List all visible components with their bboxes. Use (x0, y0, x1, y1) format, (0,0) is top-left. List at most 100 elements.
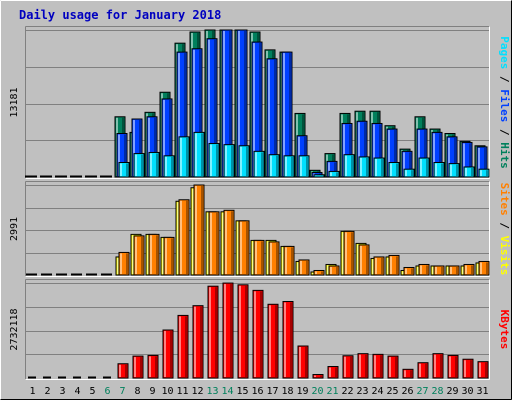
pages-bar-day-9 (148, 151, 160, 178)
kbytes-bar-day-13 (207, 285, 219, 379)
kbytes-bar-day-31 (477, 361, 489, 379)
sites-bar-day-30 (463, 263, 475, 276)
sites-bar-day-12 (193, 184, 205, 276)
sites-bar-day-25 (388, 254, 400, 276)
hits-legend-part-0: Pages (498, 36, 511, 69)
kbytes-bar-day-10 (162, 329, 174, 379)
x-tick-label-16: 16 (251, 386, 263, 397)
kbytes-bar-day-26 (402, 368, 414, 379)
kbytes-bar-day-23 (357, 353, 369, 379)
sites-bar-day-17 (268, 241, 280, 276)
kbytes-bar-day-30 (462, 358, 474, 379)
pages-bar-day-14 (223, 144, 235, 178)
x-tick-label-7: 7 (119, 386, 125, 397)
pages-bar-day-22 (343, 154, 355, 178)
x-tick-label-2: 2 (44, 386, 50, 397)
panel-kbytes: 2732118 KBytes (9, 279, 511, 380)
sites-bar-day-18 (283, 245, 295, 276)
kbytes-bar-day-14 (222, 282, 234, 379)
pages-bar-day-21 (328, 170, 340, 178)
series-kbytes (28, 282, 489, 379)
pages-bar-day-20 (313, 174, 325, 178)
pages-bar-day-25 (388, 162, 400, 178)
sites-bar-day-19 (298, 259, 310, 276)
kbytes-bar-day-25 (387, 355, 399, 379)
hits-legend-part-3: / (498, 122, 511, 142)
x-tick-label-12: 12 (191, 386, 203, 397)
sites-bar-day-8 (133, 235, 145, 276)
x-tick-label-14: 14 (221, 386, 233, 397)
hits-legend-part-2: Files (498, 89, 511, 122)
kbytes-bar-day-18 (282, 301, 294, 379)
kbytes-bar-day-11 (177, 314, 189, 379)
sites-bar-day-20 (313, 269, 325, 276)
pages-bar-day-24 (373, 157, 385, 178)
x-tick-label-30: 30 (461, 386, 473, 397)
kbytes-bar-day-9 (147, 354, 159, 379)
series-files (27, 29, 488, 178)
x-tick-label-5: 5 (89, 386, 95, 397)
series-sites (29, 184, 490, 276)
kbytes-bar-day-17 (267, 303, 279, 379)
x-tick-label-20: 20 (311, 386, 323, 397)
hits-legend-part-4: Hits (498, 142, 511, 169)
sites-bar-day-21 (328, 265, 340, 276)
panel-hits: 13181 Pages / Files / Hits (9, 26, 511, 179)
x-tick-label-11: 11 (176, 386, 188, 397)
x-tick-label-23: 23 (356, 386, 368, 397)
sites-bar-day-29 (448, 265, 460, 276)
x-tick-labels: 1 2 3 4 5 6 7 8 9 10 11 12 13 14 15 16 17 18 19 20 21 22 23 24 2… (29, 386, 488, 397)
kbytes-legend-part-0: KBytes (498, 310, 511, 350)
pages-bar-day-18 (283, 155, 295, 178)
sites-bar-day-24 (373, 256, 385, 276)
pages-bar-day-7 (118, 162, 130, 178)
x-tick-label-17: 17 (266, 386, 278, 397)
sites-bar-day-7 (118, 251, 130, 276)
pages-bar-day-17 (268, 154, 280, 178)
kbytes-bar-day-12 (192, 305, 204, 379)
x-tick-label-10: 10 (161, 386, 173, 397)
x-tick-label-25: 25 (386, 386, 398, 397)
x-tick-label-15: 15 (236, 386, 248, 397)
x-tick-label-4: 4 (74, 386, 80, 397)
kbytes-bar-day-27 (417, 362, 429, 379)
sites-bar-day-22 (343, 230, 355, 276)
kbytes-legend: KBytes (498, 310, 511, 350)
visits-legend-part-2: Visits (498, 236, 511, 276)
x-tick-label-28: 28 (431, 386, 443, 397)
hits-legend-part-1: / (498, 69, 511, 89)
pages-bar-day-8 (133, 153, 145, 178)
x-tick-label-29: 29 (446, 386, 458, 397)
x-tick-label-8: 8 (134, 386, 140, 397)
pages-bar-day-19 (298, 155, 310, 178)
x-tick-label-3: 3 (59, 386, 65, 397)
kbytes-bar-day-24 (372, 353, 384, 379)
kbytes-scale-label: 2732118 (9, 308, 20, 350)
sites-bar-day-16 (253, 239, 265, 276)
kbytes-bar-day-28 (432, 353, 444, 379)
pages-bar-day-23 (358, 156, 370, 178)
x-tick-label-26: 26 (401, 386, 413, 397)
sites-bar-day-27 (418, 263, 430, 276)
x-tick-label-19: 19 (296, 386, 308, 397)
hits-scale-label: 13181 (9, 87, 20, 117)
kbytes-bar-day-7 (117, 363, 129, 379)
sites-bar-day-26 (403, 266, 415, 276)
sites-bar-day-28 (433, 265, 445, 276)
x-tick-label-18: 18 (281, 386, 293, 397)
pages-bar-day-31 (478, 168, 490, 178)
pages-bar-day-16 (253, 150, 265, 178)
kbytes-bar-day-20 (312, 374, 324, 379)
x-tick-label-6: 6 (104, 386, 110, 397)
visits-legend: Sites / Visits (498, 183, 511, 276)
pages-bar-day-26 (403, 168, 415, 178)
x-tick-label-27: 27 (416, 386, 428, 397)
pages-bar-day-15 (238, 145, 250, 178)
sites-bar-day-11 (178, 199, 190, 276)
visits-scale-label: 2991 (9, 217, 20, 241)
sites-bar-day-15 (238, 220, 250, 276)
x-tick-label-9: 9 (149, 386, 155, 397)
pages-bar-day-12 (193, 131, 205, 178)
x-tick-label-22: 22 (341, 386, 353, 397)
